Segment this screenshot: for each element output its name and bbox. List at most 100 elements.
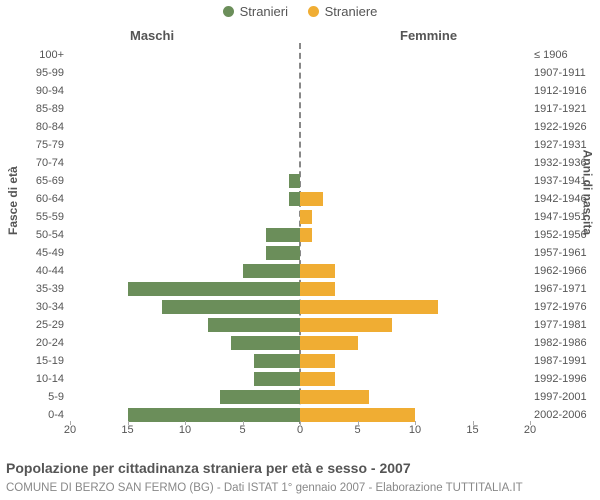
birth-label: 1942-1946 xyxy=(534,190,600,208)
age-label: 10-14 xyxy=(0,370,64,388)
bar-male xyxy=(162,300,300,314)
x-tick-label: 20 xyxy=(55,424,85,436)
age-label: 15-19 xyxy=(0,352,64,370)
x-tick-mark xyxy=(70,421,71,425)
bar-female xyxy=(300,354,335,368)
x-tick-mark xyxy=(185,421,186,425)
bar-female xyxy=(300,408,415,422)
birth-label: 1927-1931 xyxy=(534,136,600,154)
birth-label: 1977-1981 xyxy=(534,316,600,334)
x-tick-label: 10 xyxy=(400,424,430,436)
chart-subtitle: COMUNE DI BERZO SAN FERMO (BG) - Dati IS… xyxy=(6,482,523,494)
bar-male xyxy=(289,174,301,188)
legend-label-male: Stranieri xyxy=(240,4,288,19)
bar-female xyxy=(300,228,312,242)
legend: Stranieri Straniere xyxy=(0,4,600,20)
age-label: 70-74 xyxy=(0,154,64,172)
legend-swatch-male xyxy=(223,6,234,17)
plot-area xyxy=(70,46,530,424)
birth-label: 1997-2001 xyxy=(534,388,600,406)
bar-male xyxy=(243,264,301,278)
x-tick-label: 0 xyxy=(285,424,315,436)
bar-male xyxy=(220,390,301,404)
x-axis: 201510505101520 xyxy=(70,424,530,444)
pyramid-row xyxy=(70,316,530,334)
age-label: 50-54 xyxy=(0,226,64,244)
pyramid-row xyxy=(70,262,530,280)
pyramid-row xyxy=(70,226,530,244)
pyramid-row xyxy=(70,118,530,136)
birth-label: 1962-1966 xyxy=(534,262,600,280)
birth-label: 1922-1926 xyxy=(534,118,600,136)
pyramid-row xyxy=(70,82,530,100)
age-label: 55-59 xyxy=(0,208,64,226)
legend-swatch-female xyxy=(308,6,319,17)
bar-male xyxy=(254,354,300,368)
birth-label: 1932-1936 xyxy=(534,154,600,172)
legend-item-female: Straniere xyxy=(308,4,378,19)
pyramid-row xyxy=(70,64,530,82)
birth-label: 1912-1916 xyxy=(534,82,600,100)
pyramid-row xyxy=(70,298,530,316)
age-label: 95-99 xyxy=(0,64,64,82)
x-tick-label: 5 xyxy=(228,424,258,436)
x-tick-label: 15 xyxy=(113,424,143,436)
birth-label: 1957-1961 xyxy=(534,244,600,262)
x-tick-label: 10 xyxy=(170,424,200,436)
bar-male xyxy=(231,336,300,350)
pyramid-row xyxy=(70,100,530,118)
col-header-female: Femmine xyxy=(400,28,457,43)
age-label: 40-44 xyxy=(0,262,64,280)
x-tick-label: 5 xyxy=(343,424,373,436)
x-tick-mark xyxy=(243,421,244,425)
chart-title: Popolazione per cittadinanza straniera p… xyxy=(6,460,411,476)
x-tick-mark xyxy=(300,421,301,425)
birth-label: 1987-1991 xyxy=(534,352,600,370)
birth-label: 1982-1986 xyxy=(534,334,600,352)
age-label: 60-64 xyxy=(0,190,64,208)
bar-female xyxy=(300,210,312,224)
age-label: 90-94 xyxy=(0,82,64,100)
age-label: 75-79 xyxy=(0,136,64,154)
x-tick-mark xyxy=(358,421,359,425)
age-label: 65-69 xyxy=(0,172,64,190)
bar-female xyxy=(300,264,335,278)
bar-female xyxy=(300,300,438,314)
bar-male xyxy=(128,282,301,296)
pyramid-row xyxy=(70,244,530,262)
legend-label-female: Straniere xyxy=(325,4,378,19)
bar-female xyxy=(300,318,392,332)
age-label: 80-84 xyxy=(0,118,64,136)
birth-label: 1947-1951 xyxy=(534,208,600,226)
pyramid-row xyxy=(70,190,530,208)
birth-label: 1992-1996 xyxy=(534,370,600,388)
age-label: 85-89 xyxy=(0,100,64,118)
bar-female xyxy=(300,372,335,386)
birth-label: 1917-1921 xyxy=(534,100,600,118)
pyramid-row xyxy=(70,334,530,352)
pyramid-row xyxy=(70,154,530,172)
birth-label: 1937-1941 xyxy=(534,172,600,190)
bar-male xyxy=(208,318,300,332)
col-header-male: Maschi xyxy=(130,28,174,43)
x-tick-mark xyxy=(530,421,531,425)
age-label: 45-49 xyxy=(0,244,64,262)
pyramid-row xyxy=(70,352,530,370)
bar-female xyxy=(300,192,323,206)
x-tick-mark xyxy=(473,421,474,425)
age-label: 0-4 xyxy=(0,406,64,424)
bar-female xyxy=(300,336,358,350)
pyramid-row xyxy=(70,136,530,154)
x-tick-label: 15 xyxy=(458,424,488,436)
pyramid-row xyxy=(70,370,530,388)
legend-item-male: Stranieri xyxy=(223,4,288,19)
pyramid-row xyxy=(70,46,530,64)
birth-label: ≤ 1906 xyxy=(534,46,600,64)
pyramid-row xyxy=(70,388,530,406)
bar-male xyxy=(289,192,301,206)
age-label: 35-39 xyxy=(0,280,64,298)
age-label: 30-34 xyxy=(0,298,64,316)
birth-label: 1907-1911 xyxy=(534,64,600,82)
x-tick-label: 20 xyxy=(515,424,545,436)
pyramid-row xyxy=(70,172,530,190)
